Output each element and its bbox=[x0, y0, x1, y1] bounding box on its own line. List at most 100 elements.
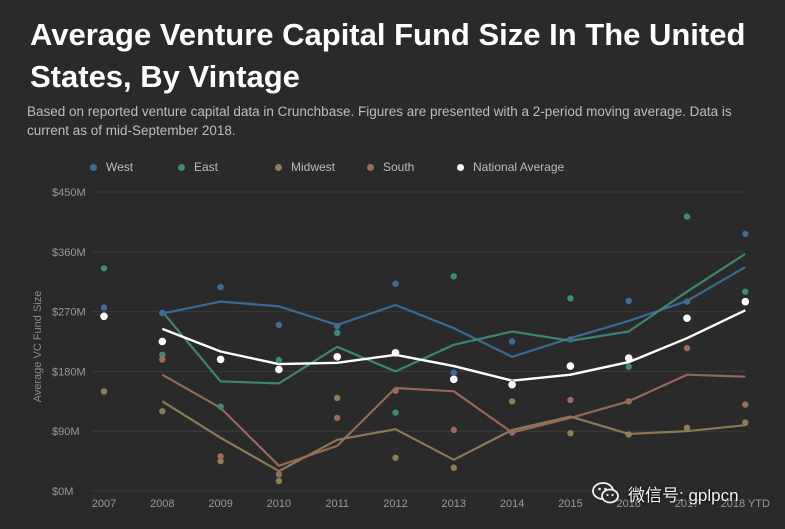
data-point-south bbox=[275, 471, 283, 478]
data-point-midwest bbox=[392, 454, 399, 461]
legend-swatch bbox=[457, 163, 464, 171]
legend-swatch bbox=[367, 163, 374, 171]
data-point-national-average bbox=[391, 348, 400, 357]
chart-legend: West East Midwest South National Average bbox=[90, 158, 597, 176]
chart-title: Average Venture Capital Fund Size In The… bbox=[30, 17, 746, 94]
x-tick-label: 2018 YTD bbox=[721, 498, 770, 510]
data-point-national-average bbox=[450, 375, 458, 384]
watermark-text: 微信号: gplpcn bbox=[628, 485, 739, 505]
data-point-east bbox=[275, 356, 283, 364]
chart-subtitle: Based on reported venture capital data i… bbox=[27, 104, 732, 138]
data-point-midwest bbox=[334, 394, 341, 402]
legend-swatch bbox=[178, 163, 185, 171]
data-point-midwest bbox=[625, 431, 632, 438]
data-point-national-average bbox=[624, 354, 633, 362]
y-tick-label: $180M bbox=[52, 366, 86, 378]
data-point-east bbox=[392, 409, 399, 416]
data-point-east bbox=[159, 351, 166, 358]
data-point-south bbox=[683, 344, 691, 352]
data-point-east bbox=[450, 273, 457, 280]
legend-item: East bbox=[178, 160, 275, 174]
series-line-south bbox=[161, 373, 746, 467]
data-point-national-average bbox=[508, 380, 516, 389]
data-point-west bbox=[742, 230, 749, 238]
legend-label: West bbox=[106, 160, 134, 174]
legend-item: South bbox=[367, 160, 457, 174]
legend-swatch bbox=[90, 163, 97, 171]
legend-item: West bbox=[90, 160, 178, 174]
y-tick-label: $270M bbox=[52, 307, 86, 319]
data-point-midwest bbox=[567, 429, 574, 437]
data-point-east bbox=[100, 265, 108, 272]
data-point-west bbox=[275, 321, 283, 329]
data-point-midwest bbox=[159, 408, 166, 415]
data-point-east bbox=[683, 213, 691, 220]
legend-item: National Average bbox=[457, 160, 597, 174]
x-tick-label: 2010 bbox=[267, 498, 291, 510]
series-line-midwest bbox=[161, 400, 746, 473]
data-point-west bbox=[392, 280, 399, 287]
data-point-national-average bbox=[741, 297, 750, 306]
legend-label: South bbox=[383, 160, 415, 174]
data-point-midwest bbox=[683, 424, 691, 432]
x-tick-label: 2017 bbox=[675, 498, 699, 510]
data-point-midwest bbox=[217, 457, 224, 465]
x-tick-label: 2015 bbox=[558, 498, 582, 510]
data-point-west bbox=[334, 323, 341, 330]
legend-swatch bbox=[275, 163, 282, 171]
data-point-west bbox=[159, 309, 166, 317]
data-point-national-average bbox=[275, 365, 283, 374]
data-point-south bbox=[392, 387, 399, 394]
data-point-midwest bbox=[275, 477, 283, 485]
data-point-east bbox=[567, 295, 574, 302]
data-point-national-average bbox=[333, 352, 342, 361]
data-point-national-average bbox=[158, 337, 167, 346]
data-point-south bbox=[217, 453, 224, 460]
data-point-midwest bbox=[100, 388, 108, 395]
legend-item: Midwest bbox=[275, 160, 367, 174]
data-point-west bbox=[450, 369, 457, 376]
x-tick-label: 2008 bbox=[150, 498, 174, 510]
x-tick-label: 2012 bbox=[383, 498, 407, 510]
data-point-national-average bbox=[683, 314, 691, 323]
legend-label: Midwest bbox=[291, 160, 336, 174]
data-point-national-average bbox=[566, 362, 575, 370]
y-tick-label: $450M bbox=[52, 187, 86, 199]
watermark: 微信号: gplpcn bbox=[592, 478, 739, 508]
data-point-east bbox=[217, 403, 224, 410]
data-point-west bbox=[217, 283, 224, 291]
x-tick-label: 2007 bbox=[92, 498, 116, 510]
data-point-west bbox=[100, 304, 108, 311]
y-tick-label: $360M bbox=[52, 247, 86, 259]
data-point-south bbox=[450, 426, 457, 434]
data-point-east bbox=[742, 288, 749, 295]
line-chart: $0M $90M $180M $270M $360M $450M Average VC Fu… bbox=[32, 187, 770, 510]
x-tick-label: 2013 bbox=[442, 498, 466, 510]
x-tick-label: 2011 bbox=[325, 498, 349, 510]
data-point-midwest bbox=[742, 419, 749, 426]
data-point-west bbox=[683, 298, 691, 305]
data-point-south bbox=[508, 429, 516, 436]
legend-label: East bbox=[194, 160, 219, 174]
data-point-west bbox=[567, 336, 574, 343]
data-point-east bbox=[625, 363, 632, 370]
wechat-icon bbox=[592, 481, 620, 505]
data-point-east bbox=[334, 329, 341, 337]
series-line-west bbox=[162, 266, 746, 358]
data-point-west bbox=[508, 338, 516, 345]
y-tick-label: $90M bbox=[52, 426, 80, 438]
x-tick-label: 2009 bbox=[208, 498, 232, 510]
legend-label: National Average bbox=[473, 160, 565, 174]
data-point-midwest bbox=[508, 398, 516, 405]
y-axis-label: Average VC Fund Size bbox=[32, 291, 44, 403]
data-point-national-average bbox=[100, 312, 108, 321]
x-tick-label: 2016 bbox=[616, 498, 640, 510]
data-point-west bbox=[625, 297, 632, 305]
y-tick-label: $0M bbox=[52, 486, 73, 498]
data-point-south bbox=[334, 414, 341, 422]
series-line-national-average bbox=[161, 309, 746, 382]
data-point-midwest bbox=[450, 464, 457, 471]
data-point-national-average bbox=[216, 355, 225, 364]
data-point-south bbox=[567, 396, 574, 404]
series-line-east bbox=[161, 252, 746, 385]
